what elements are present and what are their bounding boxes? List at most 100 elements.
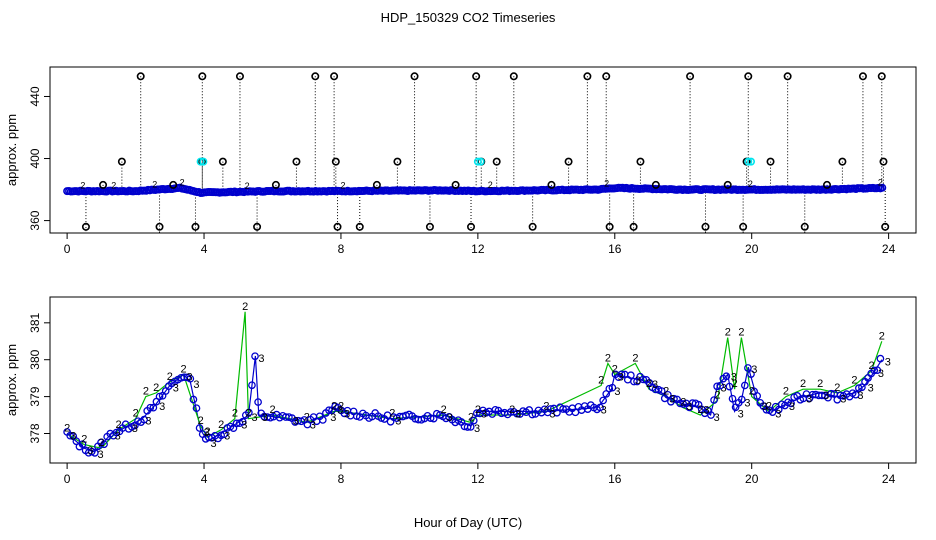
series-2-label: 2 (242, 301, 248, 313)
series-3-point (608, 383, 617, 392)
series-2-label: 2 (331, 400, 337, 412)
outlier-high-point (583, 72, 592, 81)
series-3-point (722, 372, 731, 381)
outlier-mid-point (879, 157, 888, 166)
series-2-label: 2 (783, 386, 789, 398)
series-3-point (546, 405, 555, 413)
series-3-point (248, 381, 256, 390)
outlier-mid-point (492, 157, 501, 166)
series-2-label: 2 (714, 389, 720, 401)
series-3-label: 3 (70, 430, 76, 442)
series-3-point (627, 371, 635, 380)
series-3-point (710, 396, 718, 404)
series-2-label: 2 (738, 327, 744, 339)
outlier-high-point (877, 72, 886, 81)
outlier-high-point (472, 72, 481, 81)
x-axis-label: Hour of Day (UTC) (414, 515, 522, 530)
series-3-label: 3 (210, 438, 216, 450)
outlier-mid-point (766, 157, 775, 166)
series-3-point (663, 391, 672, 399)
secondary-marker: 2 (245, 181, 250, 191)
top-x-tick-label: 16 (608, 242, 622, 256)
series-2-label: 2 (153, 382, 159, 394)
bottom-plot-frame (49, 296, 917, 464)
secondary-marker: 2 (80, 180, 85, 190)
series-3-point (325, 406, 333, 415)
series-3-point (472, 409, 481, 417)
bottom-x-tick-label: 0 (64, 472, 71, 486)
outlier-small-point (169, 180, 178, 189)
outlier-mid-point (331, 157, 340, 166)
outlier-low-point (155, 222, 164, 231)
series-2-label: 2 (697, 404, 703, 416)
outlier-low-point (881, 222, 890, 231)
secondary-marker: 2 (488, 180, 493, 190)
outlier-high-point (235, 72, 244, 81)
series-3-point (630, 377, 638, 386)
outlier-low-point (425, 222, 434, 231)
outlier-low-point (191, 222, 200, 231)
series-3-label: 3 (806, 394, 812, 406)
series-2-label: 2 (817, 378, 823, 390)
bottom-x-tick-label: 16 (608, 472, 622, 486)
outlier-small-point (271, 180, 280, 189)
series-3-label: 3 (204, 427, 210, 439)
series-3-point (195, 424, 204, 432)
outlier-mid-point (292, 157, 301, 166)
series-3-label: 3 (344, 408, 350, 420)
series-3-label: 3 (145, 416, 151, 428)
series-3-label: 3 (720, 383, 726, 395)
secondary-marker: 2 (111, 180, 116, 190)
series-3-label: 3 (669, 394, 675, 406)
top-x-tick-label: 0 (64, 242, 71, 256)
series-3-point (491, 406, 500, 414)
outlier-high-point (858, 72, 867, 81)
series-3-point (707, 411, 715, 419)
series-3-label: 3 (775, 408, 781, 420)
series-3-label: 3 (186, 371, 192, 383)
series-2-label: 2 (598, 375, 604, 387)
series-2-label: 2 (732, 378, 738, 390)
series-3-point (657, 387, 666, 395)
series-3-label: 3 (751, 364, 757, 376)
outlier-high-point (686, 72, 695, 81)
outlier-high-point (330, 72, 339, 81)
series-3-label: 3 (481, 408, 487, 420)
series-3-label: 3 (635, 375, 641, 387)
bottom-y-axis-label: approx. ppm (4, 344, 19, 416)
secondary-marker: 2 (341, 180, 346, 190)
outlier-small-point (723, 180, 732, 189)
series-3-point (155, 392, 164, 401)
series-2-label: 2 (468, 411, 474, 423)
series-2-label: 2 (851, 375, 857, 387)
series-2-label: 2 (441, 404, 447, 416)
series-3-point (876, 354, 885, 363)
top-x-tick-label: 8 (338, 242, 345, 256)
baseline-point (878, 183, 887, 192)
outlier-small-point (372, 180, 381, 189)
outlier-low-point (605, 222, 614, 231)
series-3-point (741, 381, 749, 390)
outlier-mid-point (218, 157, 227, 166)
series-3-label: 3 (337, 405, 343, 417)
series-3-point (254, 398, 262, 406)
outlier-small-point (651, 180, 660, 189)
top-y-axis-label: approx. ppm (4, 114, 19, 186)
series-2-label: 2 (246, 408, 252, 420)
series-2-label: 2 (304, 411, 310, 423)
outlier-small-point (823, 180, 832, 189)
series-2-label: 2 (663, 386, 669, 398)
series-3-label: 3 (868, 383, 874, 395)
series-3-point (870, 366, 879, 375)
outlier-low-point (355, 222, 364, 231)
bottom-x-tick-label: 4 (201, 472, 208, 486)
outlier-mid-point (636, 157, 645, 166)
outlier-high-point (509, 72, 518, 81)
series-3-point (753, 392, 762, 400)
series-3-point (90, 449, 99, 457)
secondary-marker: 2 (180, 177, 185, 187)
series-3-label: 3 (159, 401, 165, 413)
series-3-label: 3 (310, 419, 316, 431)
series-3-label: 3 (447, 412, 453, 424)
series-3-point (426, 414, 435, 422)
